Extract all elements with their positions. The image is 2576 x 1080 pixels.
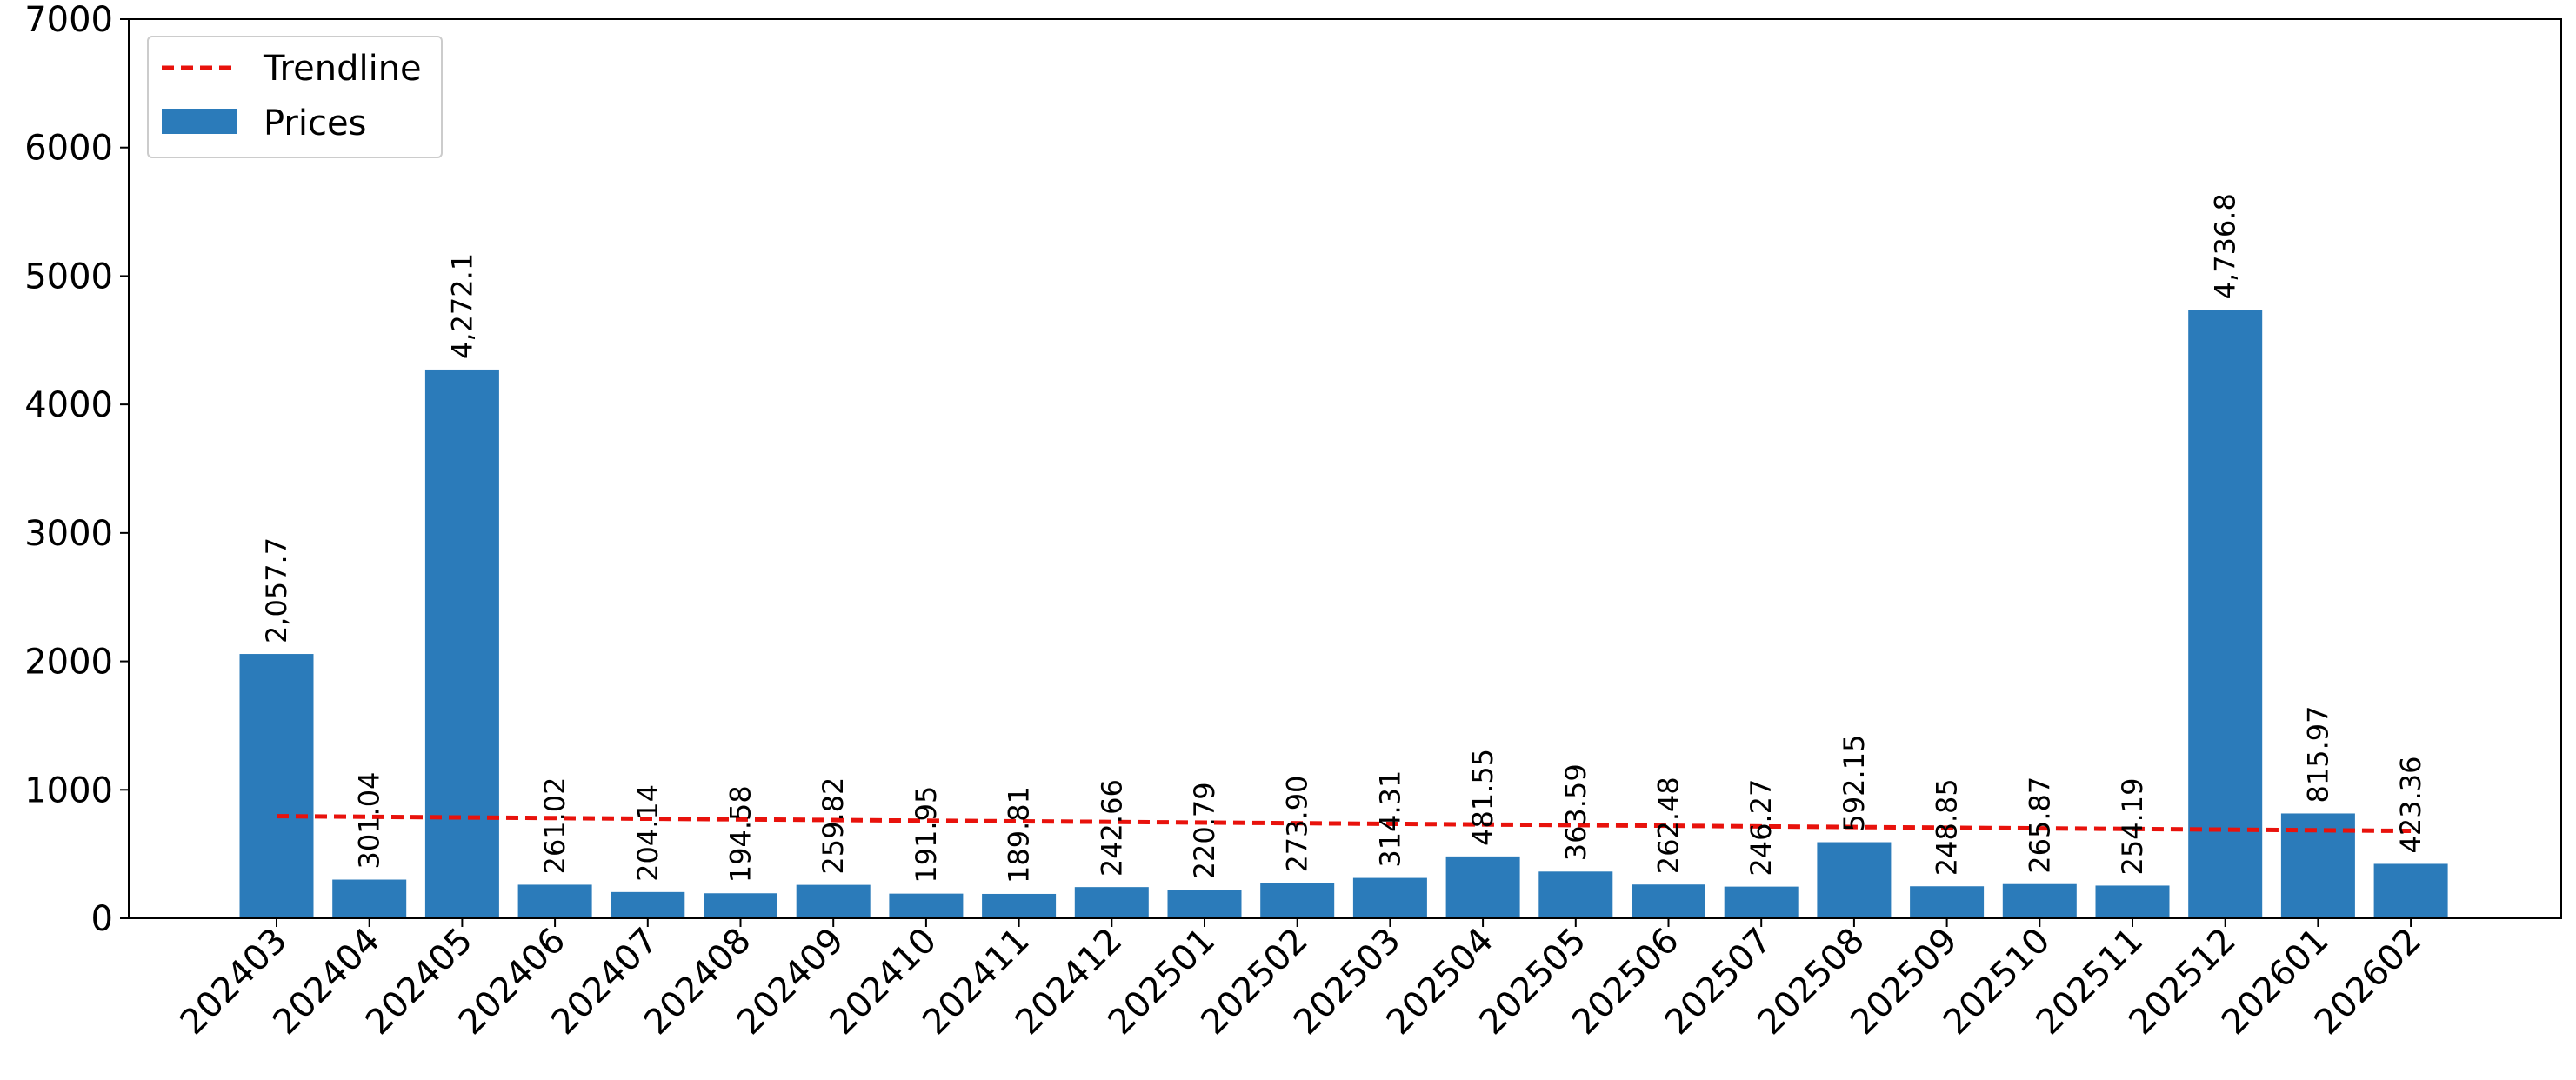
bar-202410 — [889, 893, 964, 918]
y-tick-label: 6000 — [24, 129, 113, 169]
data-label-202510: 265.87 — [2023, 777, 2056, 874]
bar-202509 — [1910, 886, 1985, 918]
data-label-202407: 204.14 — [631, 784, 664, 882]
bar-202412 — [1074, 887, 1149, 918]
data-label-202503: 314.31 — [1373, 770, 1406, 868]
bars-layer — [239, 310, 2448, 918]
bar-202409 — [796, 884, 871, 918]
data-labels-layer: 2,057.7 301.04 4,272.1 261.02 204.14 194.58 25… — [260, 193, 2427, 883]
y-tick-label: 7000 — [24, 0, 113, 40]
data-label-202408: 194.58 — [724, 785, 757, 883]
data-label-202602: 423.36 — [2394, 756, 2427, 853]
trendline — [276, 814, 2412, 834]
legend-trendline-label: Trendline — [263, 49, 422, 89]
data-label-202502: 273.90 — [1281, 776, 1314, 873]
bar-202504 — [1445, 856, 1520, 918]
bar-202507 — [1724, 886, 1799, 918]
bar-202506 — [1632, 884, 1705, 918]
bar-202511 — [2095, 885, 2170, 918]
bar-202510 — [2002, 883, 2077, 918]
data-label-202508: 592.15 — [1838, 735, 1871, 832]
data-label-202511: 254.19 — [2116, 777, 2149, 875]
data-label-202410: 191.95 — [910, 786, 943, 883]
legend: Trendline Prices — [147, 36, 443, 158]
bar-202502 — [1260, 883, 1335, 918]
data-label-202507: 246.27 — [1745, 779, 1778, 877]
y-tick-label: 0 — [91, 899, 113, 939]
bar-202505 — [1538, 871, 1613, 918]
data-label-202406: 261.02 — [538, 777, 571, 874]
bar-202405 — [424, 369, 499, 918]
data-label-202411: 189.81 — [1003, 786, 1036, 883]
data-label-202601: 815.97 — [2301, 706, 2334, 803]
bar-202407 — [611, 891, 685, 918]
data-label-202403: 2,057.7 — [260, 537, 293, 643]
bar-202501 — [1167, 890, 1242, 918]
legend-prices-swatch — [162, 109, 237, 134]
data-label-202404: 301.04 — [353, 772, 386, 870]
legend-prices-label: Prices — [264, 103, 366, 143]
data-label-202506: 262.48 — [1652, 777, 1685, 874]
y-tick-label: 1000 — [24, 770, 113, 810]
bar-202408 — [704, 893, 777, 918]
data-label-202412: 242.66 — [1095, 779, 1128, 877]
data-label-202504: 481.55 — [1466, 749, 1499, 846]
data-label-202409: 259.82 — [817, 777, 850, 875]
data-label-202512: 4,736.8 — [2209, 193, 2242, 299]
bar-202512 — [2188, 310, 2263, 918]
bar-202503 — [1352, 877, 1427, 918]
bar-202508 — [1817, 842, 1892, 918]
bar-202406 — [517, 884, 592, 918]
data-label-202501: 220.79 — [1188, 782, 1221, 879]
data-label-202405: 4,272.1 — [445, 253, 478, 359]
data-label-202505: 363.59 — [1559, 763, 1592, 861]
bar-202602 — [2373, 863, 2448, 918]
y-tick-label: 5000 — [24, 257, 113, 297]
plot-frame — [128, 18, 2562, 919]
y-tick-label: 3000 — [24, 514, 113, 554]
y-tick-label: 2000 — [24, 643, 113, 683]
trendline-layer — [276, 814, 2412, 834]
y-tick-label: 4000 — [24, 385, 113, 425]
x-axis: 2024032024042024052024062024072024082024… — [173, 918, 2429, 1043]
data-label-202509: 248.85 — [1931, 778, 1964, 876]
bar-202411 — [982, 893, 1057, 918]
y-axis: 0 1000 2000 3000 4000 5000 6000 7000 — [24, 0, 129, 939]
bar-202403 — [239, 654, 314, 918]
bar-202404 — [332, 879, 407, 918]
